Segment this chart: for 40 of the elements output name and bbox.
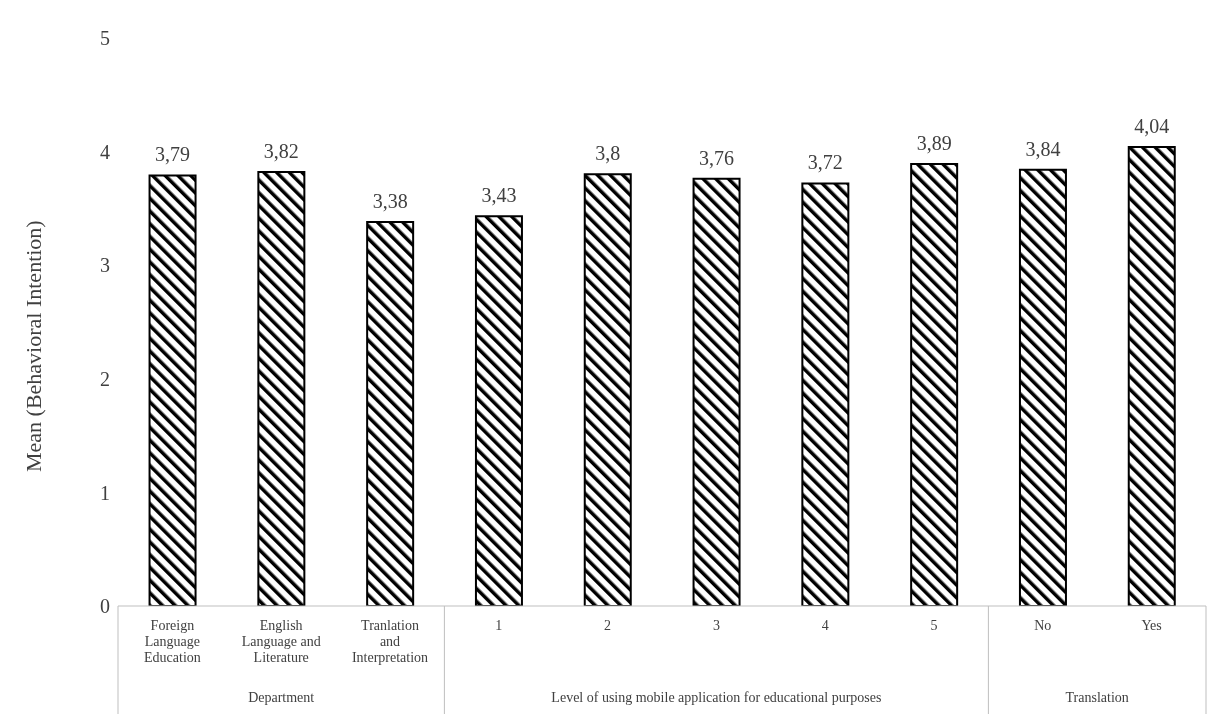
bar: [801, 182, 850, 606]
x-tick-label: English Language and Literature: [241, 618, 321, 665]
text: Department: [248, 690, 315, 705]
data-label: 3,76: [699, 146, 735, 169]
bar: [148, 174, 197, 606]
x-tick-label: No: [1034, 618, 1052, 633]
bar: [910, 163, 959, 606]
data-label: 4,04: [1134, 115, 1170, 138]
data-label: 3,43: [481, 184, 517, 207]
data-label: 3,79: [155, 143, 191, 166]
x-tick-label: 2: [604, 618, 612, 633]
bar: [474, 215, 523, 606]
y-tick-label: 2: [100, 367, 110, 390]
x-tick-label: Yes: [1141, 618, 1162, 633]
data-label: 3,8: [595, 142, 621, 165]
y-tick-label: 0: [100, 595, 110, 618]
bar: [257, 171, 306, 606]
bar: [583, 173, 632, 606]
x-tick-label: 5: [930, 618, 938, 633]
x-tick-label: Tranlation and Interpretation: [351, 618, 429, 665]
x-tick-label: 1: [495, 618, 503, 633]
data-label: 3,89: [916, 132, 952, 155]
bar: [1018, 168, 1067, 606]
x-tick-label: Foreign Language Education: [144, 618, 201, 665]
y-tick-label: 4: [100, 140, 110, 163]
data-label: 3,82: [263, 140, 299, 163]
x-tick-label: 4: [821, 618, 829, 633]
y-tick-label: 3: [100, 254, 110, 277]
text: Translation: [1065, 690, 1129, 705]
bar: [366, 221, 415, 606]
bar: [1127, 146, 1176, 606]
bar: [692, 177, 741, 606]
y-tick-label: 5: [100, 27, 110, 50]
y-axis-title: Mean (Behavioral Intention): [20, 220, 46, 472]
data-label: 3,72: [807, 151, 843, 174]
y-tick-label: 1: [100, 481, 110, 504]
data-label: 3,84: [1025, 137, 1061, 160]
data-label: 3,38: [372, 190, 408, 213]
x-tick-label: 3: [712, 618, 720, 633]
text: Level of using mobile application for educational purposes: [551, 690, 882, 705]
